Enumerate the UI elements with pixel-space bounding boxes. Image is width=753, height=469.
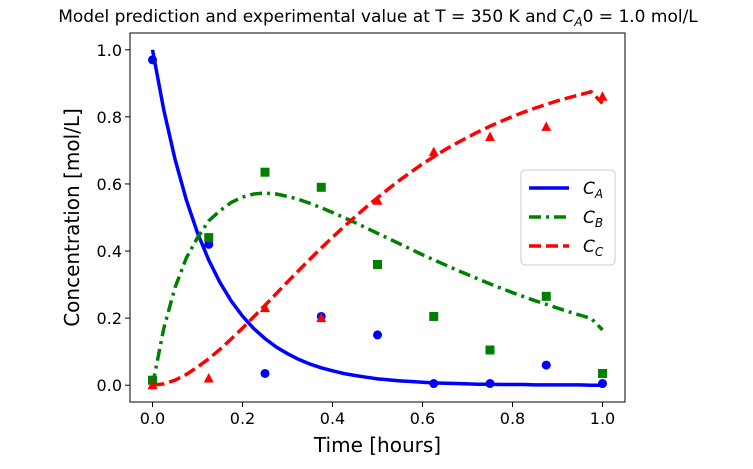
data-point-cc	[485, 131, 495, 141]
legend-box	[520, 169, 616, 266]
legend-label: CB	[583, 208, 603, 230]
y-tick-label: 0.6	[97, 175, 122, 194]
y-axis: 0.0 0.2 0.4 0.6 0.8 1.0	[97, 41, 130, 395]
data-point-cc	[147, 379, 158, 390]
data-point-cc	[316, 312, 327, 323]
data-point-ca	[260, 368, 270, 378]
chart-title: Model prediction and experimental value …	[58, 7, 698, 29]
y-tick-label: 0.0	[97, 376, 122, 395]
data-point-cc	[541, 121, 552, 131]
plot-area	[147, 49, 608, 390]
model-line-cb	[150, 191, 604, 386]
x-tick-label: 0.0	[140, 409, 165, 428]
x-axis: 0.0 0.2 0.4 0.6 0.8 1.0	[140, 402, 615, 428]
data-point-cb	[485, 345, 495, 355]
data-point-cb	[429, 311, 439, 321]
data-point-ca	[598, 379, 607, 389]
data-point-ca	[148, 55, 157, 65]
x-tick-label: 1.0	[590, 409, 615, 428]
legend-label: CC	[583, 237, 604, 259]
data-point-cb	[260, 167, 270, 177]
y-tick-label: 0.2	[97, 309, 122, 328]
x-tick-label: 0.4	[320, 409, 345, 428]
y-tick-label: 1.0	[97, 41, 122, 60]
model-line-ca	[150, 49, 603, 387]
x-axis-label: Time [hours]	[313, 433, 441, 457]
data-point-ca	[485, 379, 495, 389]
x-tick-label: 0.2	[230, 409, 255, 428]
data-point-cb	[373, 259, 382, 269]
data-point-ca	[429, 379, 439, 389]
y-tick-label: 0.4	[97, 242, 122, 261]
data-point-cc	[203, 373, 214, 383]
y-axis-label: Concentration [mol/L]	[60, 108, 84, 327]
chart-title-suffix: 0 = 1.0 mol/L	[583, 7, 699, 27]
data-point-cc	[260, 302, 270, 313]
legend: CA CB CC	[520, 169, 616, 266]
y-tick-label: 0.8	[97, 108, 122, 127]
x-tick-label: 0.6	[410, 409, 435, 428]
data-point-cc	[597, 91, 608, 101]
x-tick-label: 0.8	[500, 409, 525, 428]
axes-frame	[129, 32, 626, 403]
data-point-cb	[598, 368, 607, 378]
chart-title-prefix: Model prediction and experimental value …	[58, 7, 562, 27]
data-point-cc	[372, 195, 383, 205]
data-point-cb	[541, 291, 551, 301]
data-point-cb	[204, 233, 214, 243]
data-point-ca	[541, 360, 551, 370]
data-point-ca	[373, 330, 382, 340]
chart-title-var: C	[562, 7, 574, 27]
data-point-cc	[428, 146, 439, 157]
legend-label: CA	[583, 179, 603, 201]
chart-title-sub: A	[573, 15, 582, 29]
data-point-cb	[316, 182, 326, 192]
